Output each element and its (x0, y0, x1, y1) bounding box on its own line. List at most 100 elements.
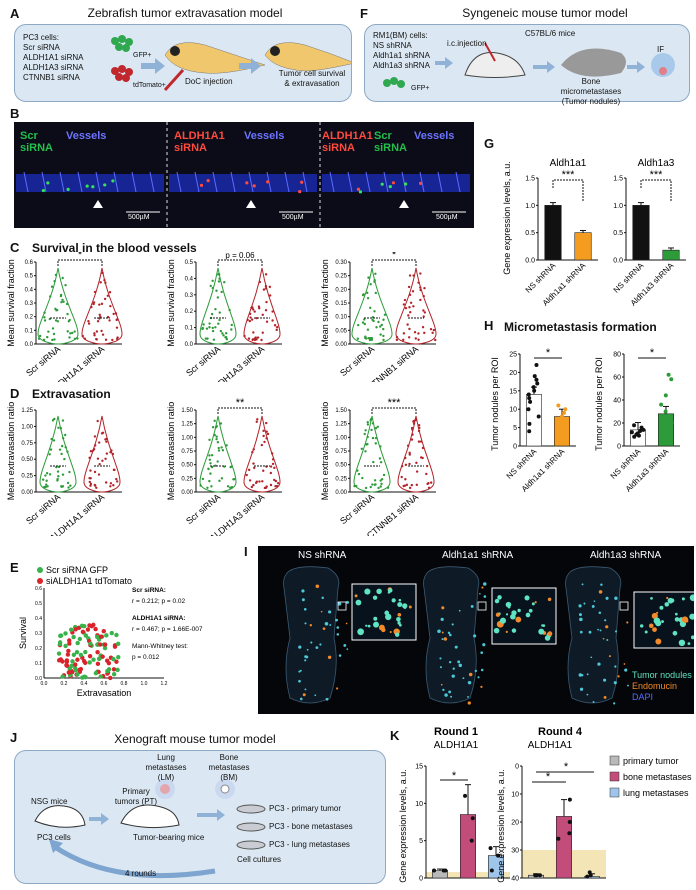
c-point-2-1-0 (407, 314, 410, 317)
d-point-1-1-2 (254, 481, 258, 485)
d-sigbracket-2 (371, 407, 417, 414)
d-point-1-1-33 (273, 466, 276, 470)
c-point-0-1-30 (101, 271, 104, 275)
d-point-1-1-17 (247, 468, 251, 472)
rounds-label: 4 rounds (125, 869, 157, 878)
bone-speck-1-16 (458, 609, 461, 612)
d-yticklabel-0-1: 1.00 (21, 424, 33, 430)
d-point-0-1-1 (94, 444, 97, 447)
c-yticklabel-0-1: 0.5 (25, 274, 34, 280)
panel-j-drawing (34, 779, 266, 879)
bone-speck-0-24 (336, 633, 340, 636)
d-point-0-1-13 (116, 480, 119, 483)
bone-speck-1-33 (440, 617, 444, 621)
c-point-2-1-30 (429, 327, 433, 331)
d-point-1-0-1 (208, 458, 212, 462)
e-point-98 (71, 634, 76, 640)
bone-outline-0 (283, 566, 340, 704)
d-point-0-0-16 (56, 470, 60, 473)
e-legend-dot-0 (37, 567, 43, 573)
c-point-0-1-22 (103, 278, 106, 282)
d-yticklabel-1-3: 0.75 (181, 449, 193, 455)
bone-speck-1-22 (482, 643, 486, 647)
h1-pt-1-6 (669, 421, 674, 425)
cell-0-2 (85, 184, 89, 188)
vessel-0-1 (41, 171, 47, 193)
inset-cell-2-2 (644, 630, 648, 634)
bone-speck-0-22 (301, 598, 305, 602)
e-xtick-4: 0.8 (121, 681, 128, 687)
d-point-2-0-34 (366, 423, 370, 426)
doc-injection-label: DoC injection (185, 77, 233, 86)
d-point-1-1-18 (276, 484, 279, 488)
d-point-0-1-4 (104, 481, 108, 484)
h1-pt-0-4 (629, 430, 634, 435)
d-point-0-0-23 (64, 446, 67, 449)
g-ylabel: Gene expression levels, a.u. (502, 161, 512, 275)
inset-cell-0-0 (408, 605, 412, 609)
d-point-0-0-20 (43, 485, 46, 489)
e-stat-1: r = 0.212; p = 0.02 (132, 598, 186, 605)
h0-pt-1-2 (562, 410, 567, 415)
bone-speck-1-7 (451, 674, 455, 678)
d-point-0-0-34 (66, 450, 69, 453)
c-point-2-1-9 (402, 303, 406, 306)
bone-speck-0-13 (329, 624, 332, 627)
h1-pt-1-2 (663, 393, 668, 398)
c-point-2-1-1 (434, 338, 437, 342)
d-point-1-1-39 (250, 485, 254, 489)
cell-1-4 (298, 190, 302, 194)
e-stat-3: r = 0.467; p = 1.66E-007 (132, 626, 203, 633)
c-group-label-2-0: Scr siRNA (338, 344, 376, 378)
c-point-1-0-37 (217, 273, 221, 276)
d-point-2-0-10 (371, 422, 375, 425)
vessel-0-7 (149, 171, 155, 193)
h0-pt-0-7 (527, 396, 532, 401)
d-point-1-0-18 (210, 485, 213, 488)
e-point-101 (80, 629, 86, 635)
c-point-2-1-5 (412, 305, 415, 308)
c-point-2-1-29 (406, 323, 409, 326)
c-yticklabel-2-4: 0.10 (335, 315, 347, 321)
c-point-0-0-38 (50, 285, 54, 288)
k1-yticklabel-1: 30 (511, 848, 519, 855)
c-point-0-1-20 (116, 336, 119, 339)
d-point-2-0-35 (361, 476, 364, 480)
d-point-1-0-4 (226, 485, 230, 488)
bone-speck-2-8 (598, 611, 602, 615)
d-point-2-0-24 (372, 460, 375, 464)
d-point-0-1-26 (109, 485, 112, 488)
inset-cell-1-9 (524, 595, 530, 601)
bone-speck-0-3 (335, 618, 338, 622)
k0-bar-1 (460, 814, 477, 879)
bone-speck-1-18 (483, 595, 487, 598)
k-gene-0: ALDH1A1 (434, 740, 479, 751)
e-point-67 (75, 657, 80, 662)
c-point-1-0-21 (210, 312, 214, 316)
d-point-2-1-11 (410, 483, 414, 487)
g1-yticklabel-3: 1.5 (613, 176, 623, 183)
inset-cell-1-23 (497, 595, 502, 600)
c-point-0-1-38 (92, 301, 96, 304)
c-point-1-0-6 (214, 307, 217, 311)
bone-speck-2-21 (614, 630, 618, 633)
inset-cell-1-14 (517, 608, 521, 613)
panel-label-f: F (360, 6, 368, 21)
inset-cell-2-3 (639, 624, 644, 628)
inset-cell-0-9 (402, 603, 408, 609)
h0-pt-0-9 (526, 407, 531, 412)
e-point-113 (98, 634, 104, 639)
k-sig-1a: * (546, 771, 551, 783)
inset-cell-0-13 (355, 599, 362, 606)
e-point-92 (111, 656, 116, 662)
d-point-2-0-36 (377, 486, 380, 490)
cell-0-5 (66, 187, 70, 191)
c-point-2-1-8 (422, 294, 425, 298)
d-point-2-0-30 (369, 485, 372, 489)
d-point-1-0-12 (229, 486, 232, 489)
c-point-0-1-4 (81, 334, 84, 338)
bone-speck-1-35 (443, 637, 448, 641)
vessel-1-4 (248, 171, 254, 193)
d-point-0-1-16 (88, 480, 92, 484)
h1-pt-1-7 (665, 427, 670, 432)
